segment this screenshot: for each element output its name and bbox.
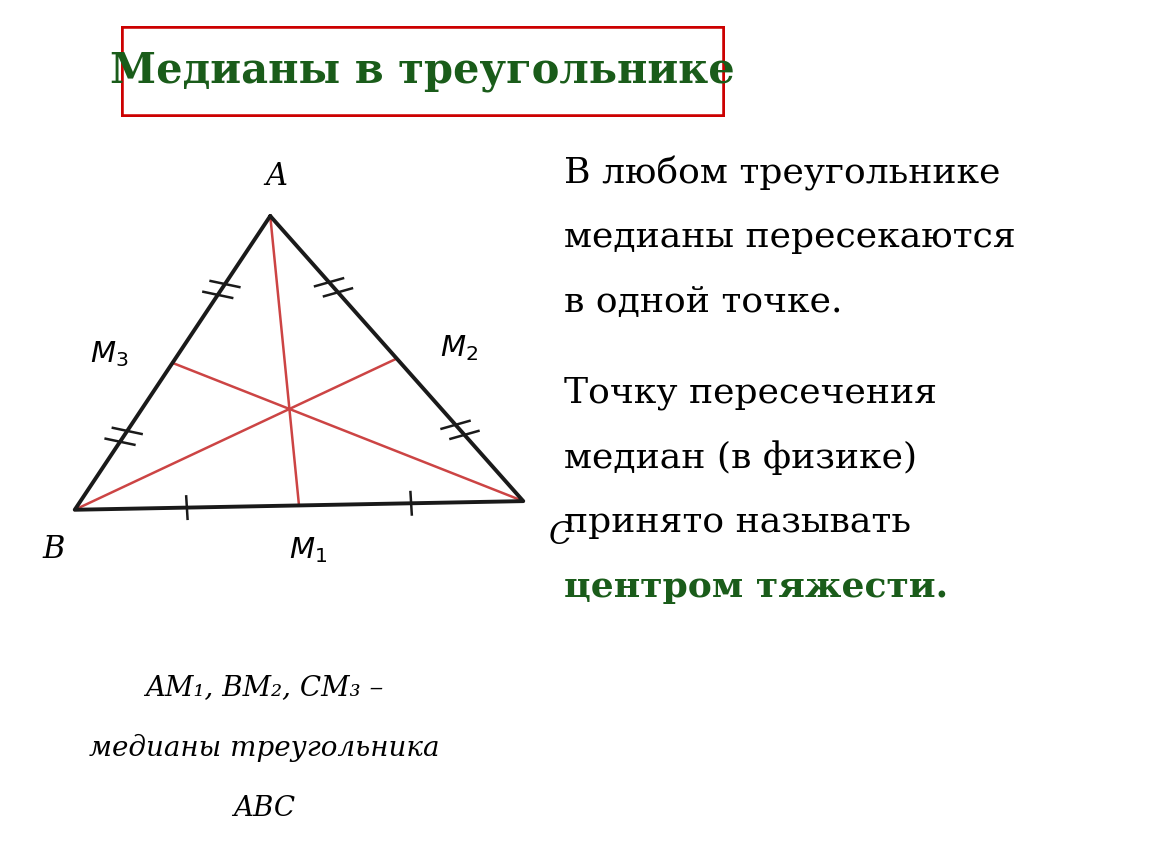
Text: AM₁, BM₂, CM₃ –: AM₁, BM₂, CM₃ – — [145, 674, 384, 701]
FancyBboxPatch shape — [121, 26, 724, 117]
Text: принято называть: принято называть — [564, 505, 911, 539]
Text: ABC: ABC — [233, 795, 296, 822]
Text: медианы треугольника: медианы треугольника — [90, 734, 439, 762]
Text: медиан (в физике): медиан (в физике) — [564, 441, 917, 475]
Text: Точку пересечения: Точку пересечения — [564, 376, 936, 410]
Text: центром тяжести.: центром тяжести. — [564, 570, 948, 604]
Text: Медианы в треугольнике: Медианы в треугольнике — [110, 50, 735, 92]
Text: A: A — [264, 161, 288, 192]
Text: $M_2$: $M_2$ — [440, 334, 478, 363]
Text: C: C — [549, 520, 572, 551]
Text: $M_1$: $M_1$ — [289, 536, 328, 565]
Text: медианы пересекаются: медианы пересекаются — [564, 220, 1015, 254]
Text: $M_3$: $M_3$ — [91, 340, 129, 369]
Text: В любом треугольнике: В любом треугольнике — [564, 156, 1000, 191]
Text: в одной точке.: в одной точке. — [564, 285, 842, 319]
Text: B: B — [43, 534, 66, 565]
